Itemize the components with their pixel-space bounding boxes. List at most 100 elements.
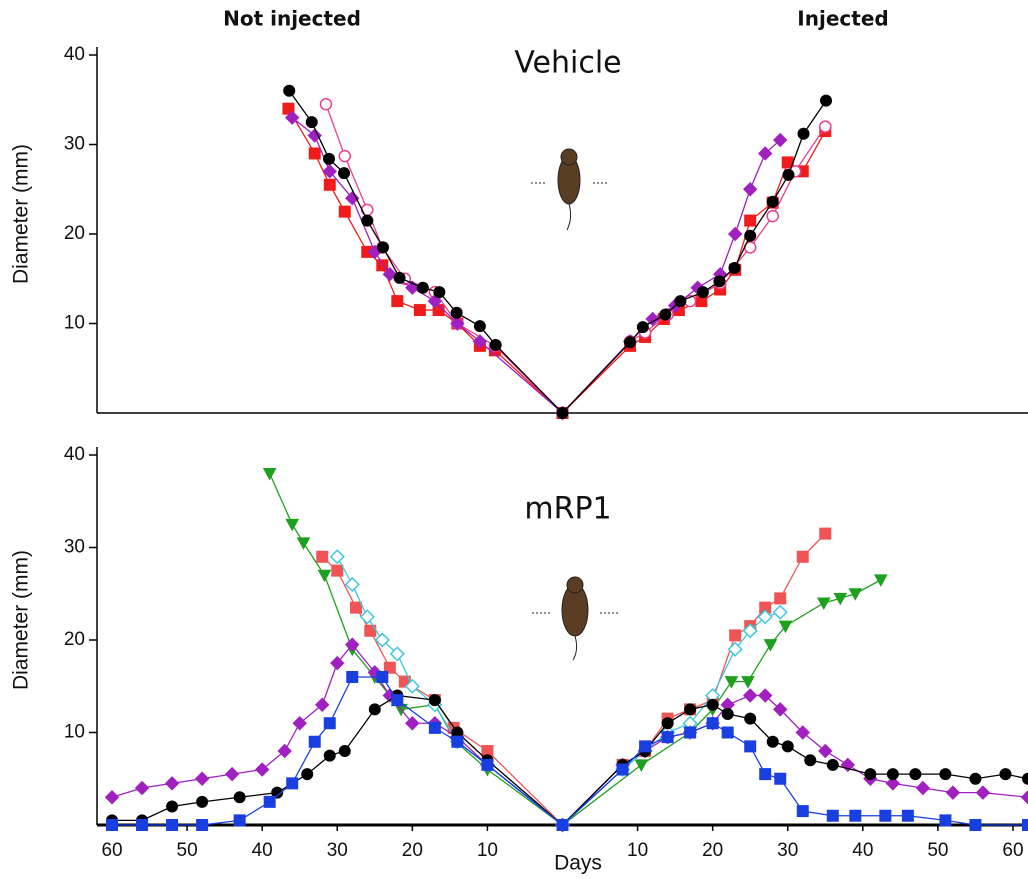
data-point <box>413 304 426 317</box>
data-point <box>706 717 719 730</box>
data-point <box>450 316 465 331</box>
data-point <box>939 768 952 781</box>
data-point <box>391 694 404 707</box>
data-point <box>727 641 743 657</box>
x-tick-label: 60 <box>101 840 122 861</box>
data-point <box>742 623 758 639</box>
data-point <box>136 819 149 831</box>
data-point <box>308 147 321 160</box>
series-line <box>111 643 1028 826</box>
data-point <box>322 164 337 179</box>
mouse-icon <box>530 148 608 231</box>
y-axis-label: Diameter (mm) <box>10 144 33 284</box>
data-point <box>233 814 246 827</box>
data-point <box>909 768 922 781</box>
series-line <box>112 694 1028 826</box>
y-tick-label: 40 <box>64 44 85 65</box>
data-point <box>772 604 788 620</box>
data-point <box>194 771 210 786</box>
data-point <box>879 809 892 822</box>
data-point <box>766 735 779 748</box>
data-point <box>263 795 276 808</box>
chart-title: Vehicle <box>514 46 621 81</box>
data-point <box>323 717 336 730</box>
data-point <box>338 745 351 757</box>
data-point <box>840 757 856 773</box>
y-tick-label: 20 <box>64 223 85 244</box>
data-point <box>556 819 569 831</box>
x-tick-label: 30 <box>777 840 798 861</box>
data-point <box>804 754 817 767</box>
data-point <box>383 661 396 674</box>
series-line <box>325 104 826 414</box>
data-point <box>826 809 839 822</box>
data-point <box>428 721 441 734</box>
data-point <box>873 574 888 587</box>
data-point <box>196 795 209 808</box>
data-point <box>796 550 809 563</box>
data-point <box>329 549 345 565</box>
data-point <box>758 146 773 161</box>
data-point <box>969 772 982 785</box>
data-point <box>166 819 179 831</box>
data-point <box>759 768 772 781</box>
data-point <box>1022 819 1028 831</box>
data-point <box>134 780 150 796</box>
data-point <box>345 637 360 652</box>
header-right: Injected <box>797 7 888 31</box>
data-point <box>346 671 359 683</box>
data-point <box>744 214 757 227</box>
y-tick-label: 40 <box>64 444 85 465</box>
data-point <box>742 182 758 197</box>
data-point <box>1020 790 1028 805</box>
data-point <box>849 809 862 822</box>
data-point <box>634 759 649 772</box>
x-tick-label: 30 <box>327 840 348 861</box>
data-point <box>451 735 464 748</box>
data-point <box>393 271 406 284</box>
data-point <box>285 518 300 532</box>
data-point <box>778 620 793 634</box>
data-point <box>969 819 982 831</box>
data-point <box>376 671 389 683</box>
data-point <box>427 293 443 309</box>
data-point <box>322 152 335 165</box>
data-point <box>286 777 299 790</box>
data-point <box>661 731 674 744</box>
data-point <box>301 768 314 781</box>
data-point <box>848 588 863 601</box>
data-point <box>816 597 831 611</box>
data-point <box>721 708 734 720</box>
data-point <box>315 697 330 712</box>
data-point <box>744 229 757 242</box>
data-point <box>262 468 277 481</box>
x-tick-label: 50 <box>177 840 198 861</box>
data-point <box>254 762 270 777</box>
data-point <box>696 286 709 299</box>
data-point <box>376 259 389 272</box>
data-point <box>645 311 660 327</box>
data-point <box>674 295 687 308</box>
data-point <box>758 688 773 703</box>
series-line <box>291 117 781 414</box>
data-point <box>104 790 120 805</box>
data-point <box>166 800 179 813</box>
data-point <box>915 780 931 796</box>
data-point <box>271 786 284 799</box>
data-point <box>684 703 697 716</box>
x-tick-label: 40 <box>252 840 273 861</box>
data-point <box>338 149 352 163</box>
y-axis-label: Diameter (mm) <box>10 550 33 690</box>
y-tick-label: 30 <box>64 537 85 558</box>
data-point <box>316 550 329 563</box>
data-point <box>323 178 336 191</box>
data-point <box>338 167 351 180</box>
data-point <box>196 819 209 831</box>
data-point <box>292 716 307 731</box>
data-point <box>317 569 332 583</box>
data-point <box>405 716 420 731</box>
data-point <box>106 819 119 831</box>
data-point <box>556 407 569 419</box>
data-point <box>757 609 773 625</box>
